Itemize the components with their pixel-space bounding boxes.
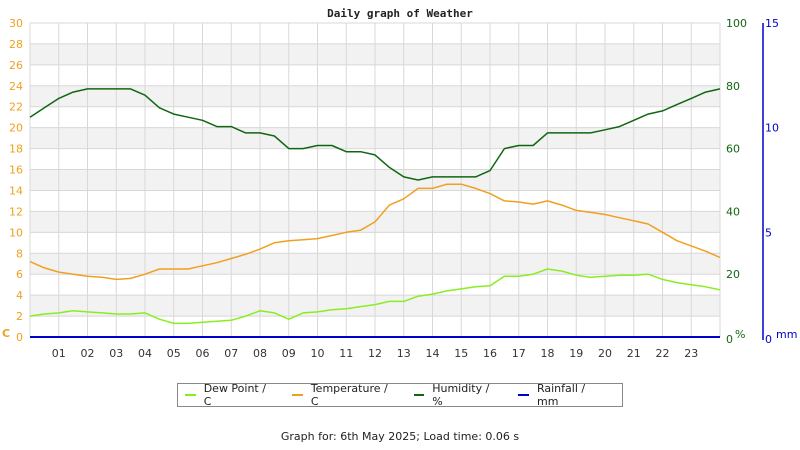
temperature-tick: 20 <box>9 122 23 135</box>
temperature-tick: 12 <box>9 205 23 218</box>
temperature-tick: 8 <box>16 247 23 260</box>
rainfall-tick: 5 <box>765 226 772 239</box>
temperature-tick: 16 <box>9 164 23 177</box>
grid-lines <box>29 22 721 338</box>
humidity-line <box>29 88 721 181</box>
chart-legend: Dew Point / C Temperature / C Humidity /… <box>177 382 623 408</box>
legend-item-temperature: Temperature / C <box>289 382 396 408</box>
hour-tick: 23 <box>684 347 698 360</box>
series-lines <box>29 88 721 338</box>
temperature-tick: 28 <box>9 38 23 51</box>
humidity-tick: 20 <box>726 268 740 281</box>
hour-tick: 12 <box>368 347 382 360</box>
hour-tick: 05 <box>167 347 181 360</box>
hour-tick: 03 <box>109 347 123 360</box>
weather-chart: Daily graph of Weather 02468101214161820… <box>2 7 797 360</box>
legend-item-humidity: Humidity / % <box>411 382 502 408</box>
hour-tick: 20 <box>598 347 612 360</box>
temperature-tick: 22 <box>9 101 23 114</box>
hour-tick: 16 <box>483 347 497 360</box>
graph-footer: Graph for: 6th May 2025; Load time: 0.06… <box>280 430 520 443</box>
humidity-tick: 80 <box>726 80 740 93</box>
chart-title: Daily graph of Weather <box>327 7 473 20</box>
temperature-tick: 30 <box>9 17 23 30</box>
temperature-tick: 4 <box>16 289 23 302</box>
hour-tick: 21 <box>627 347 641 360</box>
hour-tick: 04 <box>138 347 152 360</box>
rainfall-tick: 0 <box>765 333 772 346</box>
hour-tick: 01 <box>52 347 66 360</box>
rainfall-swatch-icon <box>518 394 529 396</box>
rainfall-tick: 10 <box>765 122 779 135</box>
temperature-line <box>29 183 721 281</box>
dew-point-swatch-icon <box>185 394 196 396</box>
temperature-tick: 14 <box>9 184 23 197</box>
hour-tick: 17 <box>512 347 526 360</box>
legend-label: Humidity / % <box>432 382 490 408</box>
humidity-tick: 40 <box>726 205 740 218</box>
hour-tick: 02 <box>81 347 95 360</box>
dew-line <box>29 268 721 325</box>
legend-item-dew-point: Dew Point / C <box>182 382 275 408</box>
temperature-tick: 24 <box>9 80 23 93</box>
temperature-tick: 26 <box>9 59 23 72</box>
legend-item-rainfall: Rainfall / mm <box>515 382 608 408</box>
legend-label: Dew Point / C <box>203 382 266 408</box>
hour-tick: 07 <box>224 347 238 360</box>
legend-label: Rainfall / mm <box>536 382 586 408</box>
temperature-tick: 10 <box>9 226 23 239</box>
hour-tick: 11 <box>339 347 353 360</box>
humidity-tick: 60 <box>726 143 740 156</box>
rainfall-axis: 0 5 10 15 <box>762 17 779 346</box>
hour-axis-ticks: 01 02 03 04 05 06 07 08 09 10 11 12 13 14 15 16 17 18 19 20… <box>52 347 699 360</box>
hour-tick: 06 <box>196 347 210 360</box>
humidity-tick: 100 <box>726 17 747 30</box>
temperature-tick: 2 <box>16 310 23 323</box>
temperature-tick: 18 <box>9 143 23 156</box>
rainfall-tick: 15 <box>765 17 779 30</box>
left-axis-unit: C <box>2 327 10 340</box>
hour-tick: 15 <box>454 347 468 360</box>
hour-tick: 22 <box>656 347 670 360</box>
hour-tick: 08 <box>253 347 267 360</box>
hour-tick: 19 <box>569 347 583 360</box>
temperature-swatch-icon <box>292 394 303 396</box>
humidity-tick: 0 <box>726 333 733 346</box>
hour-tick: 14 <box>426 347 440 360</box>
temperature-tick: 0 <box>16 331 23 344</box>
hour-tick: 13 <box>397 347 411 360</box>
hour-tick: 10 <box>311 347 325 360</box>
temperature-tick: 6 <box>16 268 23 281</box>
rainfall-axis-unit: mm <box>776 328 797 341</box>
hour-tick: 18 <box>541 347 555 360</box>
humidity-swatch-icon <box>413 394 425 396</box>
humidity-axis-unit: % <box>735 328 745 341</box>
humidity-axis-ticks: 0 20 40 60 80 100 <box>726 17 747 346</box>
hour-tick: 09 <box>282 347 296 360</box>
legend-label: Temperature / C <box>310 382 388 408</box>
